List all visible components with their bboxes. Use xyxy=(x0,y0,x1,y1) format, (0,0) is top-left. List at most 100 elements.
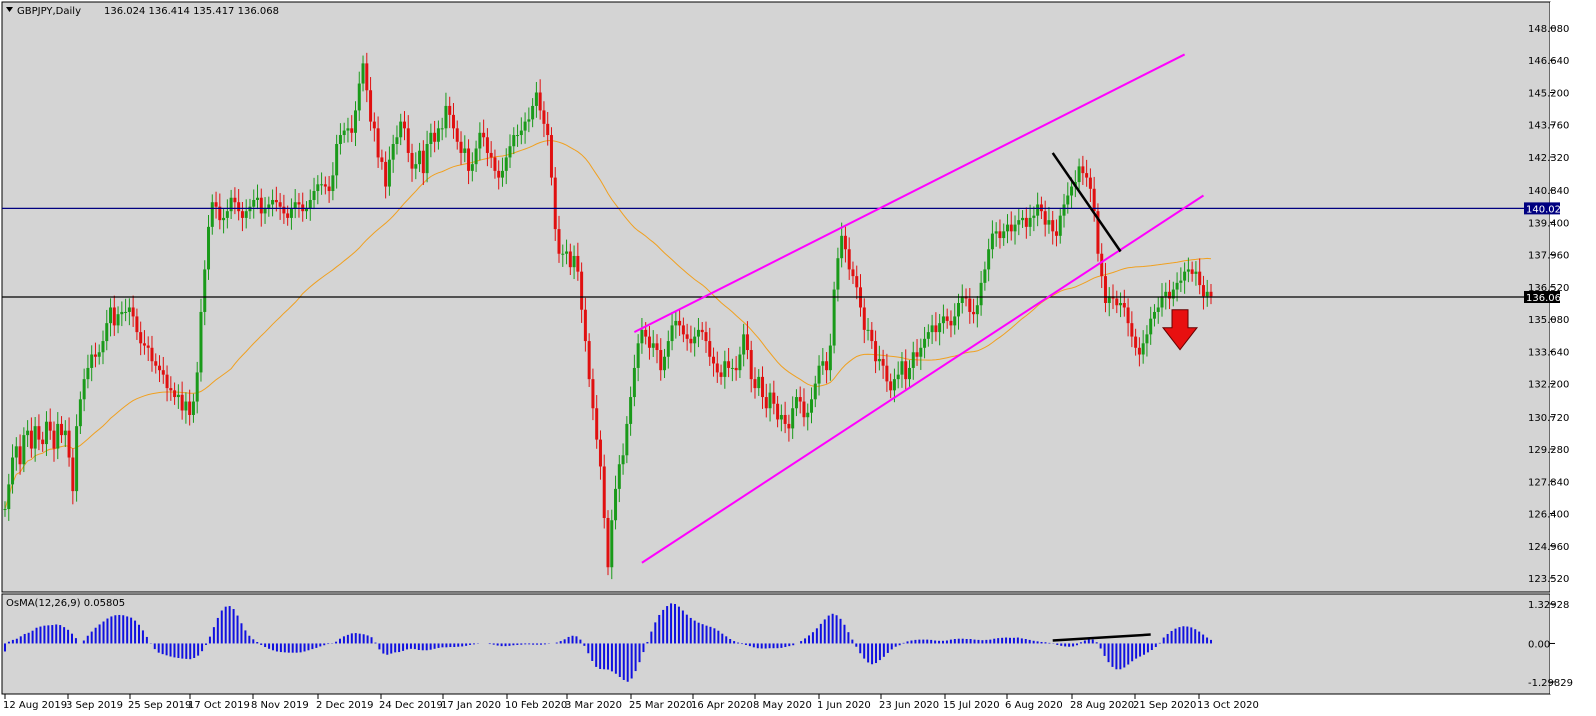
candle[interactable] xyxy=(37,414,41,451)
candle[interactable] xyxy=(787,414,791,442)
candle[interactable] xyxy=(681,317,685,343)
candle[interactable] xyxy=(836,247,840,302)
candle[interactable] xyxy=(1043,200,1047,237)
candle[interactable] xyxy=(851,261,855,284)
candle[interactable] xyxy=(346,117,350,143)
candle[interactable] xyxy=(116,306,120,334)
candle[interactable] xyxy=(391,134,395,173)
candle[interactable] xyxy=(998,219,1002,249)
candle[interactable] xyxy=(252,189,256,219)
candle[interactable] xyxy=(738,346,742,379)
candle[interactable] xyxy=(696,318,700,348)
candle[interactable] xyxy=(342,122,346,143)
candle[interactable] xyxy=(1115,290,1119,314)
candle[interactable] xyxy=(941,304,945,334)
candle[interactable] xyxy=(987,238,991,282)
candle[interactable] xyxy=(617,455,621,503)
candle[interactable] xyxy=(794,389,798,417)
candle[interactable] xyxy=(1028,204,1032,237)
candle[interactable] xyxy=(131,295,135,327)
candle[interactable] xyxy=(553,167,557,241)
candle[interactable] xyxy=(158,355,162,383)
candle[interactable] xyxy=(323,176,327,195)
candle[interactable] xyxy=(289,198,293,230)
candle[interactable] xyxy=(429,123,433,158)
candle[interactable] xyxy=(184,392,188,424)
candle[interactable] xyxy=(1077,158,1081,190)
candle[interactable] xyxy=(783,401,787,434)
candle[interactable] xyxy=(825,352,829,384)
candle[interactable] xyxy=(93,342,97,368)
candle[interactable] xyxy=(915,339,919,366)
candle[interactable] xyxy=(369,77,373,131)
candle[interactable] xyxy=(772,380,776,415)
candle[interactable] xyxy=(874,330,878,374)
candle[interactable] xyxy=(1190,261,1194,282)
candle[interactable] xyxy=(399,113,403,146)
candle[interactable] xyxy=(1198,258,1202,295)
candle[interactable] xyxy=(139,321,143,356)
candle[interactable] xyxy=(425,130,429,183)
candle[interactable] xyxy=(843,226,847,263)
candle[interactable] xyxy=(78,391,82,435)
candle[interactable] xyxy=(561,244,565,267)
candle[interactable] xyxy=(576,242,580,281)
candle[interactable] xyxy=(293,189,297,219)
candle[interactable] xyxy=(229,189,233,220)
candle[interactable] xyxy=(1126,298,1130,337)
candle[interactable] xyxy=(1149,306,1153,345)
candle[interactable] xyxy=(482,119,486,147)
candle[interactable] xyxy=(975,296,979,328)
candle[interactable] xyxy=(674,311,678,339)
candle[interactable] xyxy=(904,349,908,390)
candle[interactable] xyxy=(534,81,538,118)
candle[interactable] xyxy=(448,96,452,129)
candle[interactable] xyxy=(587,333,591,387)
candle[interactable] xyxy=(124,298,128,322)
candle[interactable] xyxy=(1002,223,1006,246)
candle[interactable] xyxy=(210,194,214,235)
candle[interactable] xyxy=(154,353,158,374)
channel-upper-line[interactable] xyxy=(633,53,1186,334)
candle[interactable] xyxy=(572,245,576,280)
candle[interactable] xyxy=(470,152,474,182)
candle[interactable] xyxy=(237,189,241,221)
candle[interactable] xyxy=(165,365,169,402)
candle[interactable] xyxy=(240,202,244,232)
candle[interactable] xyxy=(7,473,11,521)
candle[interactable] xyxy=(218,193,222,230)
candle[interactable] xyxy=(1130,311,1134,348)
candle[interactable] xyxy=(598,430,602,480)
candle[interactable] xyxy=(647,326,651,360)
candle[interactable] xyxy=(983,261,987,291)
candle[interactable] xyxy=(979,270,983,316)
candle[interactable] xyxy=(791,396,795,439)
candle[interactable] xyxy=(994,222,998,247)
candle[interactable] xyxy=(478,122,482,161)
candle[interactable] xyxy=(357,71,361,121)
candle[interactable] xyxy=(195,361,199,414)
candle[interactable] xyxy=(1100,243,1104,288)
candle[interactable] xyxy=(1032,206,1036,232)
candle[interactable] xyxy=(938,313,942,346)
candle[interactable] xyxy=(908,360,911,387)
candle[interactable] xyxy=(651,330,655,357)
candle[interactable] xyxy=(1156,296,1160,324)
candle[interactable] xyxy=(320,172,324,195)
candle[interactable] xyxy=(214,191,218,219)
candle[interactable] xyxy=(568,243,572,276)
candle[interactable] xyxy=(82,368,86,412)
candle[interactable] xyxy=(625,416,629,464)
candle[interactable] xyxy=(723,350,727,389)
candle[interactable] xyxy=(22,427,26,473)
candle[interactable] xyxy=(331,162,335,201)
candle[interactable] xyxy=(142,330,146,355)
candle[interactable] xyxy=(516,124,520,147)
candle[interactable] xyxy=(919,338,923,370)
candle[interactable] xyxy=(199,298,203,382)
candle[interactable] xyxy=(832,281,836,354)
candle[interactable] xyxy=(500,157,504,187)
candle[interactable] xyxy=(968,287,972,324)
candle[interactable] xyxy=(1013,215,1017,245)
candle[interactable] xyxy=(632,354,636,407)
